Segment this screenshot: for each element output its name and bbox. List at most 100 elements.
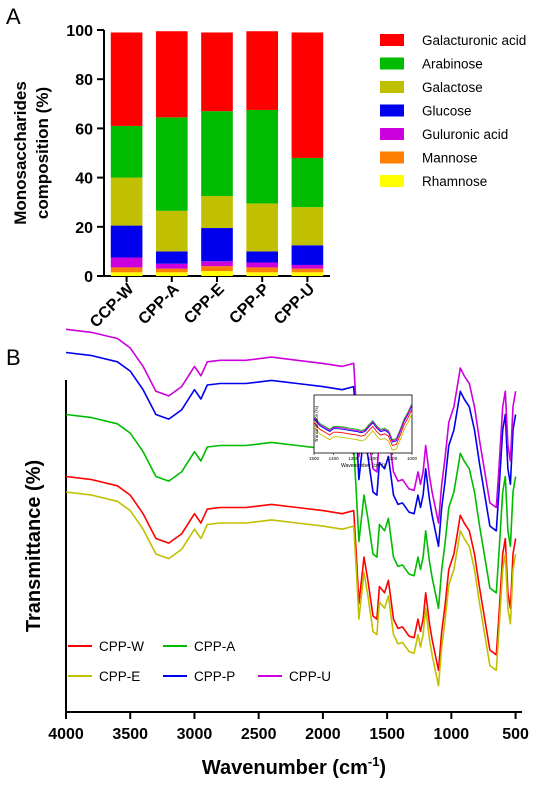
bar-segment <box>291 207 324 246</box>
bar-segment <box>110 125 143 178</box>
legend: Galacturonic acid Arabinose Galactose Gluco… <box>380 33 526 189</box>
y-tick-label: 60 <box>75 121 93 138</box>
y-tick-label: 40 <box>75 171 93 188</box>
legend-label: CPP-U <box>289 669 331 684</box>
legend: CPP-W CPP-A CPP-E CPP-P CPP-U <box>68 639 331 684</box>
legend-swatch <box>380 81 404 93</box>
bar-segment <box>110 272 143 276</box>
legend-label: CPP-P <box>194 669 235 684</box>
bar-segment <box>246 251 279 263</box>
spectrum-line <box>65 491 517 687</box>
bar-segment <box>246 267 279 273</box>
bar-segment <box>291 272 324 276</box>
inset-spectrum-line <box>313 404 413 442</box>
y-tick-label: 100 <box>66 23 93 40</box>
x-tick-label: 1500 <box>369 726 405 743</box>
x-tick-label: CPP-A <box>135 280 183 328</box>
inset-spectrum-line <box>313 413 413 451</box>
bar-segment <box>291 32 324 158</box>
y-axis-title: Monosaccharides composition (%) <box>11 81 52 225</box>
inset-spectrum-line <box>313 405 413 443</box>
inset-x-tick-label: 1300 <box>348 456 359 461</box>
x-tick-label: 3000 <box>177 726 213 743</box>
bar-segment <box>291 245 324 265</box>
inset-y-axis-title: Transmittance (%) <box>314 405 319 442</box>
y-axis-title-line: composition (%) <box>33 87 52 219</box>
x-tick-label: CPP-E <box>181 281 228 328</box>
bar-segment <box>201 261 233 267</box>
spectrum-line <box>65 475 517 672</box>
x-tick-label: 1000 <box>434 726 470 743</box>
legend-label: Galacturonic acid <box>422 33 526 48</box>
legend-label: CPP-A <box>194 639 235 654</box>
bar-segment <box>155 117 188 211</box>
bar-chart: 0 20 40 60 80 100 Monosaccharides composition (… <box>11 23 526 331</box>
x-tick-label: CPP-P <box>226 281 273 328</box>
spectrum-line <box>65 351 517 548</box>
bar-segment <box>155 263 188 269</box>
line-chart: 4000 3500 3000 2500 2000 1500 1000 500 Wavenumbe… <box>23 328 529 779</box>
legend-swatch <box>380 104 404 117</box>
bar-segment <box>246 203 279 252</box>
legend-swatch <box>380 34 404 46</box>
legend-label: Arabinose <box>422 57 483 72</box>
inset-spectrum-line <box>313 408 413 447</box>
inset-x-axis-title-superscript: -1 <box>380 462 383 466</box>
bar-segment <box>155 272 188 276</box>
y-axis-title-line: Monosaccharides <box>11 81 30 225</box>
x-tick-label: 3500 <box>112 726 148 743</box>
bar-segment <box>110 32 143 126</box>
bar-segment <box>201 111 233 197</box>
bar-segment <box>246 31 279 110</box>
inset-x-tick-label: 1000 <box>407 456 418 461</box>
x-tick-label: CPP-U <box>271 281 318 328</box>
inset-x-tick-label: 1200 <box>368 456 379 461</box>
x-tick-label: 4000 <box>48 726 84 743</box>
legend-swatch <box>380 175 404 187</box>
panel-a-label: A <box>6 4 21 29</box>
x-axis-title-superscript: -1 <box>368 754 380 769</box>
y-tick-label: 0 <box>84 269 93 286</box>
bar-segment <box>246 109 279 204</box>
bar-segment <box>110 257 143 268</box>
spectrum-line <box>65 413 517 610</box>
x-axis-title-close: ) <box>379 757 386 779</box>
bar-segment <box>201 196 233 229</box>
bar-segment <box>155 268 188 273</box>
y-tick-label: 80 <box>75 72 93 89</box>
bar-segment <box>155 210 188 252</box>
bar-segment <box>155 31 188 118</box>
bar-segment <box>246 262 279 268</box>
legend-label: CPP-E <box>99 669 140 684</box>
x-tick-label: 2500 <box>241 726 277 743</box>
legend-label: CPP-W <box>99 639 144 654</box>
legend-label: Guluronic acid <box>422 127 508 142</box>
bar-segment <box>155 251 188 264</box>
x-tick-label: CCP-W <box>87 280 138 331</box>
spectrum-line <box>65 328 517 524</box>
legend-label: Rhamnose <box>422 174 487 189</box>
legend-label: Glucose <box>422 104 472 119</box>
legend-label: Mannose <box>422 151 478 166</box>
y-tick-label: 20 <box>75 220 93 237</box>
legend-swatch <box>380 128 404 140</box>
panel-b-label: B <box>6 345 21 370</box>
inset-x-axis-title-close: ) <box>383 463 385 469</box>
inset-x-tick-label: 1400 <box>329 456 340 461</box>
legend-label: Galactose <box>422 80 483 95</box>
bar-segment <box>291 268 324 273</box>
legend-swatch <box>380 57 404 70</box>
bar-segment <box>201 32 233 112</box>
y-axis-title: Transmittance (%) <box>23 460 45 632</box>
bar-segment <box>110 177 143 226</box>
bar-segment <box>201 266 233 272</box>
legend-swatch <box>380 151 404 164</box>
inset-frame <box>313 394 413 454</box>
bar-segment <box>201 271 233 276</box>
inset-chart: 1500 1400 1300 1200 1100 1000 Wavenumber (cm-1… <box>309 394 418 469</box>
bar-segment <box>110 267 143 273</box>
bar-segment <box>201 228 233 262</box>
bar-segment <box>246 272 279 276</box>
x-axis-title: Wavenumber (cm-1) <box>202 754 386 779</box>
